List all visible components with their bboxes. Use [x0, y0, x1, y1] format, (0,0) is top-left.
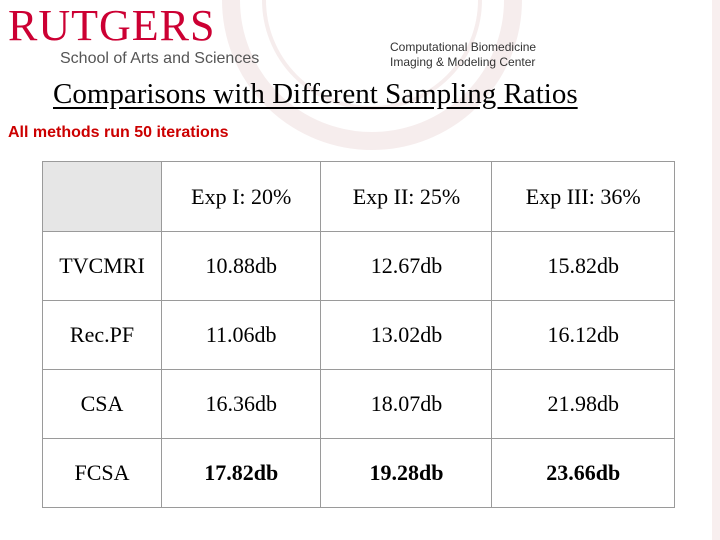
page-title: Comparisons with Different Sampling Rati… — [53, 78, 578, 110]
header-exp2: Exp II: 25% — [320, 161, 493, 232]
rutgers-logo: RUTGERS — [8, 1, 216, 50]
center-name-line1: Computational Biomedicine — [390, 40, 537, 54]
table-row: Rec.PF 11.06db 13.02db 16.12db — [42, 300, 675, 370]
table-cell: 18.07db — [320, 369, 493, 439]
table-cell: 13.02db — [320, 300, 493, 370]
method-name: TVCMRI — [42, 231, 162, 301]
school-name: School of Arts and Sciences — [60, 50, 260, 67]
table-cell: 15.82db — [491, 231, 675, 301]
subtitle: All methods run 50 iterations — [8, 124, 229, 141]
table-row: FCSA 17.82db 19.28db 23.66db — [42, 438, 675, 508]
center-name: Computational Biomedicine Imaging & Mode… — [390, 40, 536, 70]
header-row: Exp I: 20% Exp II: 25% Exp III: 36% — [42, 161, 675, 232]
table-cell-best: 23.66db — [491, 438, 675, 508]
table-cell-best: 17.82db — [160, 438, 322, 508]
table-cell: 11.06db — [160, 300, 322, 370]
results-table: Exp I: 20% Exp II: 25% Exp III: 36% TVCM… — [42, 161, 675, 508]
method-name: CSA — [42, 369, 162, 439]
table-row: TVCMRI 10.88db 12.67db 15.82db — [42, 231, 675, 301]
table-cell: 12.67db — [320, 231, 493, 301]
decorative-stripe — [712, 0, 720, 540]
table-row: CSA 16.36db 18.07db 21.98db — [42, 369, 675, 439]
center-name-line2: Imaging & Modeling Center — [390, 55, 536, 69]
header-exp1: Exp I: 20% — [160, 161, 322, 232]
method-name: FCSA — [42, 438, 162, 508]
table-cell: 10.88db — [160, 231, 322, 301]
header-corner-cell — [42, 161, 162, 232]
table-cell: 16.12db — [491, 300, 675, 370]
method-name: Rec.PF — [42, 300, 162, 370]
header-exp3: Exp III: 36% — [491, 161, 675, 232]
table-cell: 16.36db — [160, 369, 322, 439]
table-cell: 21.98db — [491, 369, 675, 439]
table-cell-best: 19.28db — [320, 438, 493, 508]
